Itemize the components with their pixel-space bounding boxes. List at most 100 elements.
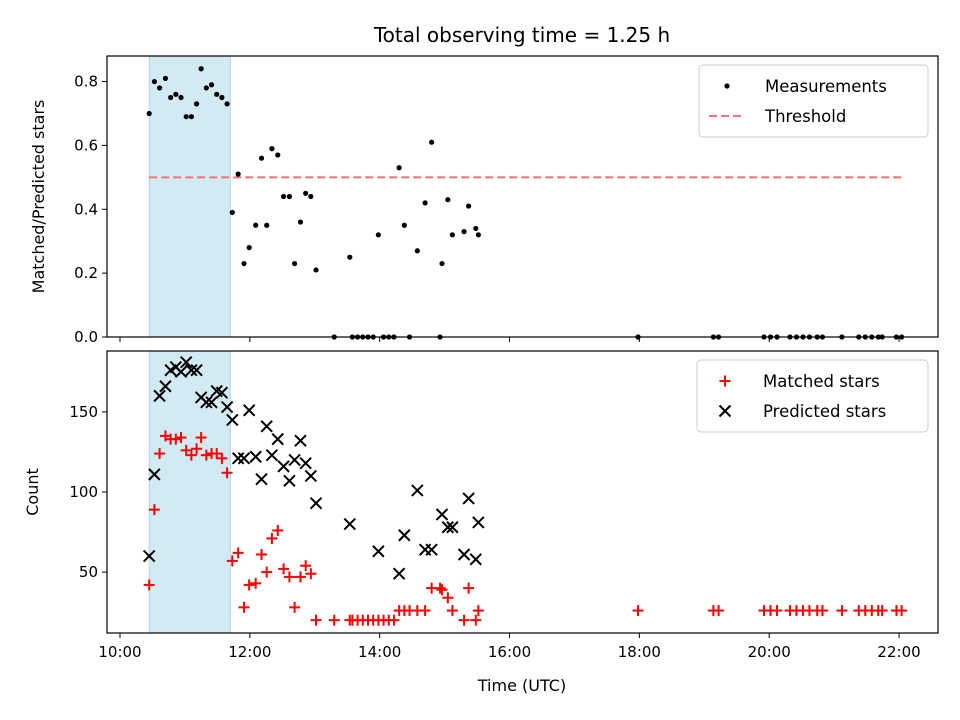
- data-point: [303, 190, 309, 196]
- data-point: [174, 365, 188, 379]
- data-point: [286, 193, 293, 200]
- data-point: [442, 592, 454, 604]
- y-axis-label: Count: [23, 468, 42, 516]
- chart-title: Total observing time = 1.25 h: [373, 23, 670, 47]
- data-point: [278, 563, 290, 575]
- data-point: [266, 532, 278, 544]
- data-point: [816, 605, 828, 617]
- data-point: [294, 571, 306, 583]
- data-point: [388, 614, 400, 626]
- data-point: [446, 521, 459, 534]
- legend-box: [698, 64, 929, 138]
- data-point: [200, 396, 213, 409]
- y-tick-label: 50: [79, 563, 98, 581]
- data-point: [246, 244, 252, 251]
- y-tick-label: 0.0: [74, 328, 98, 346]
- data-point: [241, 260, 247, 267]
- data-point: [153, 389, 166, 403]
- data-point: [463, 582, 475, 594]
- data-point: [297, 219, 304, 225]
- data-point: [289, 601, 301, 613]
- legend-label: Predicted stars: [763, 402, 886, 421]
- data-point: [411, 484, 424, 497]
- data-point: [457, 548, 471, 561]
- data-point: [472, 605, 484, 617]
- data-point: [232, 547, 244, 559]
- data-point: [461, 229, 467, 235]
- data-point: [237, 452, 251, 465]
- data-point: [419, 605, 431, 617]
- y-tick-label: 100: [69, 483, 98, 501]
- data-point: [472, 516, 485, 529]
- data-point: [470, 614, 482, 626]
- data-point: [429, 139, 435, 145]
- data-point: [226, 555, 238, 567]
- data-point: [256, 548, 268, 560]
- data-point: [200, 449, 212, 461]
- data-point: [272, 524, 284, 536]
- data-point: [445, 197, 451, 203]
- data-point: [220, 400, 234, 414]
- data-point: [283, 474, 296, 487]
- data-point: [142, 549, 156, 563]
- legend-swatch: [718, 404, 732, 418]
- data-point: [304, 469, 318, 483]
- data-point: [156, 85, 163, 91]
- legend-label: Matched stars: [763, 372, 880, 391]
- data-point: [148, 504, 160, 516]
- data-point: [469, 553, 482, 566]
- data-point: [190, 364, 203, 377]
- data-point: [414, 248, 420, 254]
- x-tick-label: 12:00: [228, 643, 271, 661]
- data-point: [203, 85, 209, 91]
- data-point: [310, 614, 322, 626]
- data-point: [836, 605, 848, 617]
- data-point: [422, 200, 428, 206]
- data-point: [170, 433, 182, 445]
- legend: Matched stars Predicted stars: [696, 359, 929, 433]
- data-point: [434, 582, 446, 594]
- data-point: [258, 155, 265, 161]
- data-point: [162, 75, 169, 81]
- count-panel: 50 100 150 10:00 12:00 14:00 16:00 18:00 20:00 22…: [23, 350, 939, 661]
- data-point: [300, 560, 312, 572]
- data-point: [154, 448, 166, 460]
- data-point: [269, 146, 275, 152]
- data-point: [436, 584, 448, 596]
- data-point: [219, 94, 225, 101]
- data-point: [398, 529, 411, 542]
- data-point: [435, 508, 449, 521]
- ratio-panel: 0.0 0.2 0.4 0.6 0.8 Matched/Predicted stars Me…: [29, 55, 939, 346]
- x-tick-label: 10:00: [98, 643, 141, 661]
- x-tick-label: 22:00: [877, 643, 920, 661]
- data-point: [425, 543, 438, 556]
- data-point: [446, 605, 458, 617]
- data-point: [466, 203, 472, 209]
- legend: Measurements Threshold: [698, 64, 929, 138]
- data-point: [211, 448, 223, 460]
- data-point: [216, 452, 228, 464]
- data-point: [441, 521, 455, 534]
- data-point: [396, 165, 402, 171]
- data-point: [221, 467, 233, 479]
- data-point: [401, 222, 407, 228]
- data-point: [173, 91, 179, 97]
- data-point: [896, 605, 908, 617]
- data-point: [261, 566, 273, 578]
- y-tick-label: 0.2: [74, 264, 98, 282]
- data-point: [255, 472, 268, 486]
- data-point: [178, 94, 184, 101]
- data-point: [277, 460, 290, 473]
- data-point: [179, 356, 193, 369]
- data-point: [198, 66, 204, 72]
- data-point: [294, 434, 307, 447]
- data-point: [185, 364, 198, 377]
- y-axis-label: Matched/Predicted stars: [29, 100, 48, 294]
- data-point: [343, 517, 357, 531]
- data-point: [235, 171, 241, 177]
- data-point: [283, 571, 295, 583]
- data-point: [159, 380, 172, 393]
- data-point: [231, 452, 245, 465]
- legend-swatch: [719, 375, 731, 387]
- data-point: [375, 232, 381, 238]
